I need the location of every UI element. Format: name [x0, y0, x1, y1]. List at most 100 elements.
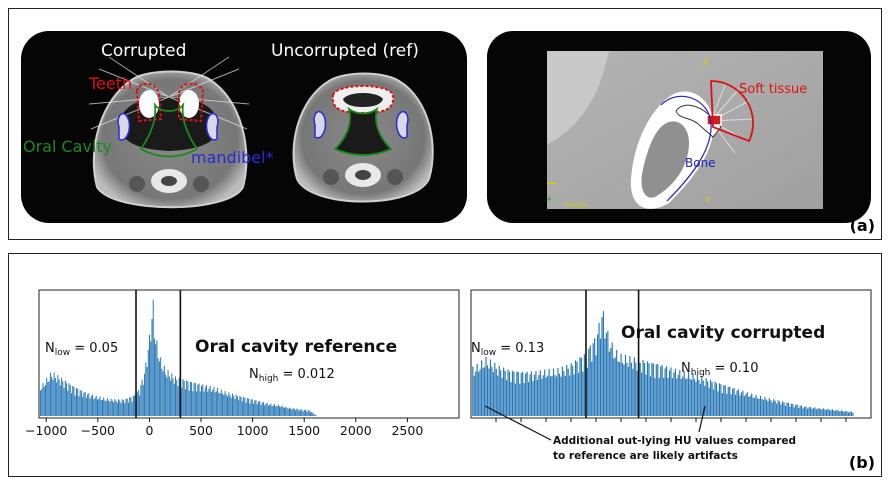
histogram-bar	[626, 362, 628, 416]
histogram-bar	[129, 397, 131, 416]
histogram-bar	[752, 397, 754, 416]
histogram-bar	[692, 373, 694, 416]
histogram-bar	[293, 408, 295, 416]
histogram-bar	[806, 408, 809, 416]
figure-panel-a: Corrupted Uncorrupted (ref) Teeth Oral C…	[8, 8, 882, 240]
histogram-bar	[96, 399, 98, 416]
histogram-bar	[843, 411, 845, 416]
histogram-bar	[77, 388, 79, 416]
histogram-bar	[548, 369, 550, 416]
histogram-bar	[657, 364, 659, 416]
histogram-bar	[661, 365, 663, 416]
histogram-bar	[254, 400, 256, 416]
panel-tag-b: (b)	[848, 453, 875, 472]
histogram-bar	[673, 372, 675, 416]
chart1-n-high: Nhigh = 0.012	[249, 367, 335, 384]
histogram-bar	[689, 378, 691, 416]
histogram-bar	[770, 400, 772, 416]
histogram-bar	[624, 354, 627, 416]
histogram-bar	[702, 380, 704, 416]
histogram-bar	[58, 379, 60, 416]
histogram-bar	[564, 375, 566, 416]
histogram-bar	[478, 371, 480, 416]
histogram-bar	[630, 362, 632, 416]
marker-a: A	[703, 58, 709, 67]
histogram-bar	[248, 398, 250, 416]
histogram-bar	[306, 411, 308, 416]
histogram-bar	[145, 362, 147, 416]
histogram-bar	[191, 382, 193, 416]
histogram-bar	[547, 375, 549, 416]
histogram-bar	[824, 409, 826, 416]
histogram-bar	[812, 408, 814, 416]
chart2-title: Oral cavity corrupted	[621, 323, 825, 343]
histogram-bar	[773, 399, 775, 416]
histogram-bar	[670, 367, 672, 416]
histogram-bar	[68, 383, 70, 416]
histogram-bar	[70, 393, 72, 416]
histogram-bar	[613, 358, 615, 416]
histogram-bar	[616, 349, 618, 416]
histogram-bar	[262, 401, 264, 416]
histogram-bar	[85, 397, 87, 416]
histogram-bar	[100, 400, 102, 416]
histogram-bar	[43, 386, 45, 416]
histogram-bar	[489, 359, 492, 416]
histogram-bar	[786, 402, 788, 416]
histogram-bar	[608, 351, 610, 416]
histogram-bar	[779, 401, 781, 416]
histogram-bar	[815, 409, 817, 416]
histogram-bar	[239, 395, 241, 416]
histogram-bar	[526, 371, 528, 416]
annotation-pointer-right	[698, 405, 706, 433]
histogram-bar	[483, 367, 486, 416]
histogram-bar	[482, 367, 484, 416]
histogram-bar	[667, 377, 669, 416]
histogram-bar	[671, 378, 674, 416]
histogram-bar	[508, 371, 511, 416]
histogram-bar	[197, 384, 199, 416]
histogram-bar	[222, 393, 224, 416]
histogram-bar	[305, 410, 307, 416]
histogram-bar	[595, 355, 597, 416]
histogram-bar	[792, 403, 794, 416]
histogram-bar	[168, 376, 170, 416]
label-oral-cavity: Oral Cavity	[23, 137, 112, 156]
histogram-bar	[642, 359, 644, 416]
histogram-bar	[560, 376, 562, 416]
histogram-bar	[805, 406, 807, 416]
label-teeth: Teeth	[88, 74, 132, 93]
histogram-bar	[550, 376, 552, 416]
histogram-bar	[808, 407, 810, 416]
histogram-bar	[579, 357, 581, 416]
histogram-bar	[208, 388, 210, 416]
histogram-bar	[127, 402, 129, 416]
histogram-bar	[131, 401, 133, 416]
x-tick-label: −1000	[25, 423, 67, 438]
histogram-bar	[205, 385, 207, 416]
histogram-bar	[253, 403, 255, 416]
annotation-line-2: to reference are likely artifacts	[553, 450, 738, 462]
histogram-bar	[134, 395, 136, 416]
histogram-bar	[153, 338, 155, 416]
histogram-bar	[576, 361, 578, 416]
histogram-bar	[563, 371, 565, 416]
histogram-bar	[297, 409, 299, 416]
histogram-bar	[173, 383, 175, 416]
histogram-bar	[629, 355, 631, 416]
histogram-bar	[121, 399, 123, 416]
x-tick-label: 0	[145, 423, 153, 438]
histogram-bar	[710, 379, 712, 416]
histogram-bar	[586, 367, 588, 416]
histogram-bar	[704, 385, 706, 416]
histogram-bar	[837, 410, 839, 416]
histogram-bar	[507, 369, 509, 416]
histogram-bar	[605, 333, 607, 416]
histogram-bar	[41, 388, 43, 416]
histogram-bar	[536, 380, 538, 416]
histogram-bar	[821, 409, 823, 416]
histogram-bar	[98, 398, 100, 416]
histogram-bar	[690, 379, 693, 416]
histogram-bar	[264, 405, 266, 416]
histogram-bar	[849, 411, 851, 416]
